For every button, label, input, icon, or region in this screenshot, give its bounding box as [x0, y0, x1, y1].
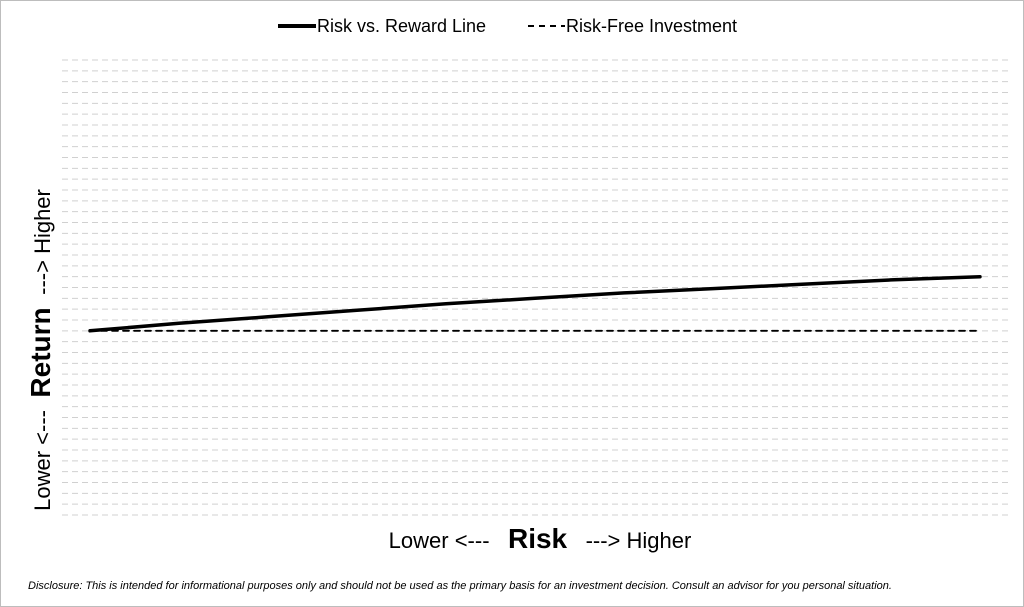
legend: Risk vs. Reward Line Risk-Free Investmen…: [278, 16, 737, 36]
y-axis-lower-label: Lower <---: [30, 410, 55, 511]
y-axis-title-group: Lower <--- Return ---> Higher: [25, 189, 56, 511]
legend-label-risk-free: Risk-Free Investment: [566, 16, 737, 36]
series-layer: [88, 274, 982, 333]
x-axis-lower-label: Lower <---: [389, 528, 490, 553]
disclosure-text: Disclosure: This is intended for informa…: [28, 580, 892, 592]
legend-label-risk-reward: Risk vs. Reward Line: [317, 16, 486, 36]
series-line-risk-reward: [88, 274, 982, 333]
x-axis-title: Lower <--- Risk ---> Higher: [389, 523, 692, 554]
y-axis-title-text: Return: [25, 307, 56, 397]
x-axis-higher-label: ---> Higher: [586, 528, 692, 553]
y-axis-title: Lower <--- Return ---> Higher: [25, 189, 56, 511]
y-axis-higher-label: ---> Higher: [30, 189, 55, 295]
gridlines: [62, 59, 1008, 516]
x-axis-title-text: Risk: [508, 523, 568, 554]
